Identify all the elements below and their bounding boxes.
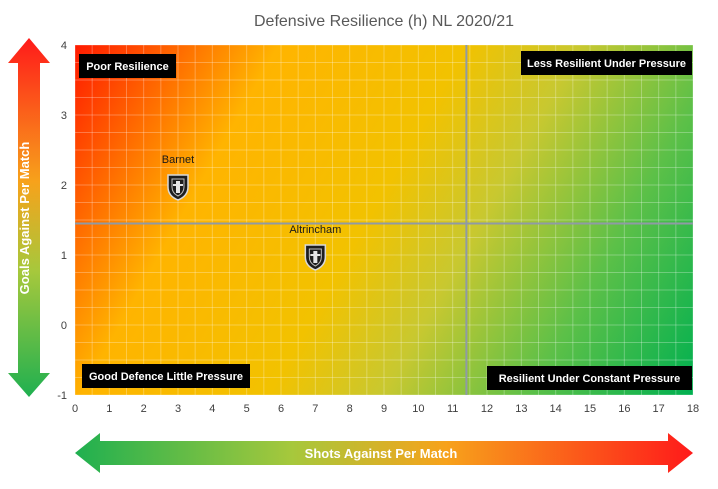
x-axis-arrow: Shots Against Per Match	[75, 433, 693, 473]
y-tick-label: 1	[61, 250, 67, 262]
x-arrow-shape	[75, 433, 693, 473]
data-point: Barnet	[162, 154, 194, 201]
reference-lines	[75, 45, 693, 395]
y-axis-arrow: Goals Against Per Match	[8, 38, 50, 397]
x-tick-label: 9	[381, 403, 387, 415]
quadrant-label-bg	[82, 364, 250, 388]
point-label: Altrincham	[289, 224, 341, 236]
y-tick-label: -1	[57, 390, 67, 402]
x-tick-label: 2	[141, 403, 147, 415]
y-axis-label: Goals Against Per Match	[17, 142, 32, 295]
gridlines	[74, 44, 694, 396]
crest-emblem-bar	[173, 184, 183, 186]
quadrant-label-top-left: Poor Resilience	[79, 54, 176, 78]
point-label: Barnet	[162, 154, 194, 166]
x-tick-label: 15	[584, 403, 596, 415]
x-tick-label: 10	[412, 403, 424, 415]
x-tick-label: 17	[653, 403, 665, 415]
x-tick-label: 0	[72, 403, 78, 415]
y-tick-label: 4	[61, 40, 67, 52]
plot-area	[75, 45, 693, 395]
x-tick-label: 13	[515, 403, 527, 415]
crest-inner-outline	[308, 248, 322, 267]
x-tick-label: 11	[447, 403, 458, 415]
quadrant-label-bg	[487, 366, 692, 390]
data-points: Barnet Altrincham	[162, 154, 341, 271]
crest-emblem	[313, 251, 318, 263]
chart-title: Defensive Resilience (h) NL 2020/21	[254, 13, 514, 30]
quadrant-label-bottom-left: Good Defence Little Pressure	[82, 364, 250, 388]
x-axis-ticks: 0 1 2 3 4 5 6 7 8 9 10 11 12 13 14 15 16 17 18	[72, 403, 699, 415]
x-tick-label: 3	[175, 403, 181, 415]
x-tick-label: 7	[312, 403, 318, 415]
y-arrow-shape	[8, 38, 50, 397]
x-tick-label: 8	[347, 403, 353, 415]
quadrant-label-text: Less Resilient Under Pressure	[527, 58, 686, 70]
x-tick-label: 4	[209, 403, 215, 415]
x-tick-label: 16	[618, 403, 630, 415]
x-tick-label: 5	[244, 403, 250, 415]
data-point: Altrincham	[289, 224, 341, 271]
quadrant-label-top-right: Less Resilient Under Pressure	[521, 51, 692, 75]
quadrant-label-text: Good Defence Little Pressure	[89, 371, 243, 383]
y-tick-label: 2	[61, 180, 67, 192]
x-tick-label: 14	[550, 403, 562, 415]
y-tick-label: 0	[61, 320, 67, 332]
x-tick-label: 1	[106, 403, 112, 415]
crest-inner-outline	[171, 178, 185, 197]
crest-emblem	[176, 181, 180, 193]
quadrant-label-text: Resilient Under Constant Pressure	[499, 373, 681, 385]
quadrant-label-text: Poor Resilience	[86, 61, 169, 73]
x-tick-label: 6	[278, 403, 284, 415]
x-tick-label: 18	[687, 403, 699, 415]
x-axis-label: Shots Against Per Match	[305, 446, 458, 461]
quadrant-label-bottom-right: Resilient Under Constant Pressure	[487, 366, 692, 390]
x-tick-label: 12	[481, 403, 493, 415]
quadrant-label-bg	[79, 54, 176, 78]
crest-emblem-bar	[310, 254, 321, 256]
quadrant-label-bg	[521, 51, 692, 75]
y-axis-ticks: -1 0 1 2 3 4	[57, 40, 67, 402]
y-tick-label: 3	[61, 110, 67, 122]
